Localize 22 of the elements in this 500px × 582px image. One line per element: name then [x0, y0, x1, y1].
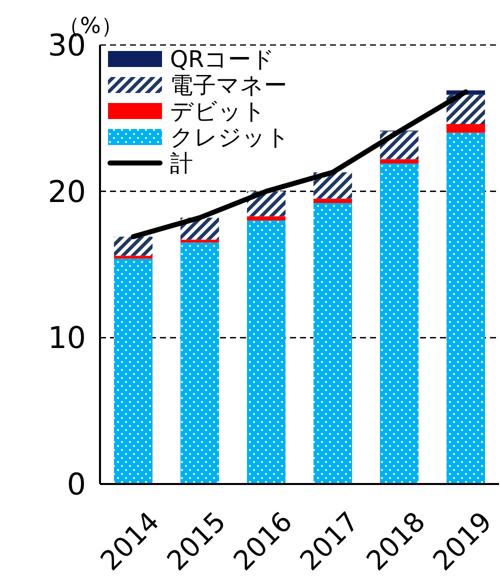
bar: [446, 94, 486, 124]
bar: [313, 203, 352, 484]
bar: [313, 198, 352, 204]
legend-label: 電子マネー: [170, 73, 287, 100]
bar: [114, 258, 153, 484]
bar: [246, 220, 286, 484]
bar: [114, 236, 153, 256]
bar: [246, 216, 286, 221]
legend-label: QRコード: [170, 47, 276, 74]
y-tick-label: 20: [48, 174, 86, 210]
bar: [180, 242, 220, 484]
bar: [446, 124, 486, 133]
legend-label: デビット: [170, 99, 266, 126]
bar: [114, 256, 153, 259]
legend-label: 計: [170, 151, 193, 178]
bar: [180, 240, 220, 243]
bar: [380, 164, 419, 484]
legend-label: クレジット: [170, 125, 290, 152]
y-tick-label: 0: [66, 468, 86, 502]
y-tick-label: 10: [48, 321, 86, 356]
bar: [380, 159, 419, 164]
bar: [446, 132, 486, 484]
